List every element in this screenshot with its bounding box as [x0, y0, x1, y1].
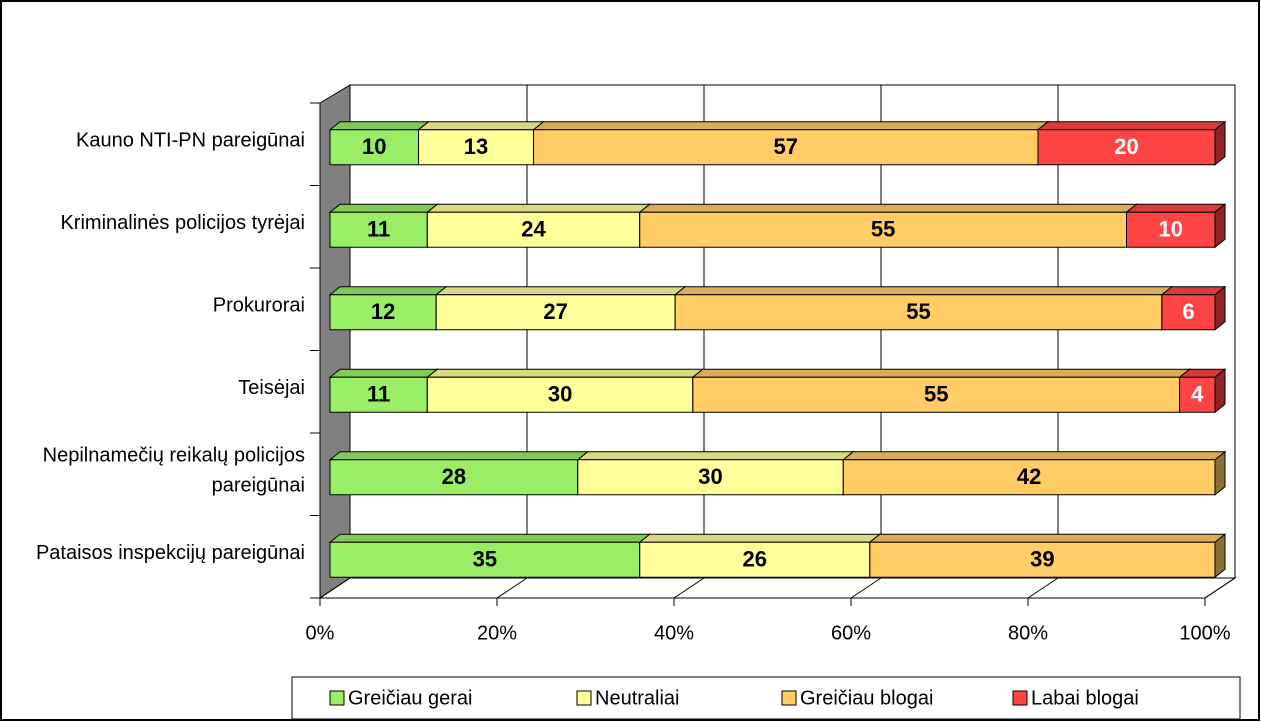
bar-side: [1214, 368, 1226, 414]
value-label: 24: [521, 217, 546, 242]
bar-top: [1036, 121, 1227, 131]
y-tick-label: Kauno NTI-PN pareigūnai: [76, 130, 305, 152]
x-tick-label: 100%: [1179, 622, 1230, 644]
bar-top: [1125, 203, 1227, 213]
bar-top: [425, 203, 652, 213]
y-tick-label-line: Nepilnamečių reikalų policijos: [43, 445, 305, 467]
bar-top: [868, 533, 1227, 543]
value-label: 42: [1017, 464, 1041, 489]
legend-label: Greičiau blogai: [800, 687, 933, 709]
value-label: 26: [743, 547, 767, 572]
legend-label: Labai blogai: [1031, 687, 1139, 709]
bar-top: [328, 203, 439, 213]
value-label: 20: [1114, 134, 1138, 159]
floor-grid-line: [850, 577, 882, 599]
value-label: 6: [1182, 299, 1194, 324]
value-label: 30: [698, 464, 722, 489]
value-label: 10: [362, 134, 386, 159]
floor: [318, 577, 1237, 599]
x-tick-label: 0%: [306, 622, 335, 644]
value-label: 12: [371, 299, 395, 324]
bar-side: [1214, 533, 1226, 579]
floor-grid-line: [496, 577, 528, 599]
value-label: 28: [442, 464, 466, 489]
value-label: 30: [548, 382, 572, 407]
y-tick-label: Prokurorai: [213, 295, 305, 317]
bar: [426, 376, 694, 413]
bar: [577, 459, 844, 496]
bar: [842, 459, 1216, 496]
bar: [674, 294, 1163, 331]
bar-top: [417, 121, 545, 131]
value-label: 11: [367, 382, 390, 407]
x-tick-label: 20%: [477, 622, 517, 644]
y-tick-label: Nepilnamečių reikalų policijos pareigūnai: [43, 445, 305, 497]
legend-label: Greičiau gerai: [348, 687, 473, 709]
bar-top: [638, 203, 1138, 213]
value-label: 13: [464, 134, 488, 159]
value-label: 27: [543, 299, 567, 324]
value-label: 4: [1191, 382, 1204, 407]
bar: [533, 129, 1039, 166]
value-label: 55: [924, 382, 948, 407]
legend-swatch: [1012, 690, 1028, 706]
floor-grid-line: [1027, 577, 1059, 599]
x-tick-label: 40%: [654, 622, 694, 644]
bar-side: [1214, 450, 1226, 496]
bar-top: [328, 533, 652, 543]
bar-top: [425, 368, 705, 378]
value-label: 57: [774, 134, 798, 159]
bar-top: [691, 368, 1192, 378]
y-tick-label: Teisėjai: [238, 377, 305, 399]
bar: [1037, 129, 1216, 166]
floor-grid-line: [673, 577, 705, 599]
bar-top: [434, 286, 687, 296]
bar: [692, 376, 1181, 413]
legend-swatch: [781, 690, 797, 706]
value-label: 11: [367, 217, 390, 242]
legend-swatch: [576, 690, 592, 706]
bar-top: [328, 368, 439, 378]
value-label: 35: [473, 547, 497, 572]
bar-top: [576, 451, 855, 461]
bar-top: [532, 121, 1050, 131]
bar: [1126, 211, 1216, 248]
bar: [329, 129, 419, 166]
bar: [639, 541, 871, 578]
value-label: 55: [906, 299, 930, 324]
legend-box: [291, 676, 1241, 720]
legend-swatch: [329, 690, 345, 706]
bar: [869, 541, 1216, 578]
bar-top: [841, 451, 1227, 461]
value-label: 10: [1159, 217, 1183, 242]
bar-top: [328, 286, 448, 296]
bar-side: [1214, 120, 1226, 166]
value-label: 55: [871, 217, 895, 242]
bar: [426, 211, 641, 248]
bar: [1161, 294, 1216, 331]
y-tick-label: Kriminalinės policijos tyrėjai: [60, 212, 305, 234]
bar-top: [638, 533, 882, 543]
bar: [639, 211, 1127, 248]
bar-top: [673, 286, 1174, 296]
x-tick-label: 60%: [831, 622, 871, 644]
y-tick-label-line: pareigūnai: [212, 475, 305, 497]
bar-side: [1214, 203, 1226, 249]
value-label: 39: [1030, 547, 1054, 572]
y-tick-label: Pataisos inspekcijų pareigūnai: [36, 542, 305, 564]
bar: [329, 459, 579, 496]
bar-top: [328, 121, 430, 131]
legend-label: Neutraliai: [595, 687, 679, 709]
bar-top: [1160, 286, 1227, 296]
x-tick-label: 80%: [1008, 622, 1048, 644]
bar-side: [1214, 285, 1226, 331]
bar: [329, 294, 437, 331]
bar-top: [328, 451, 590, 461]
floor-grid-line: [1204, 577, 1236, 599]
bar: [435, 294, 676, 331]
floor-grid-line: [319, 577, 351, 599]
